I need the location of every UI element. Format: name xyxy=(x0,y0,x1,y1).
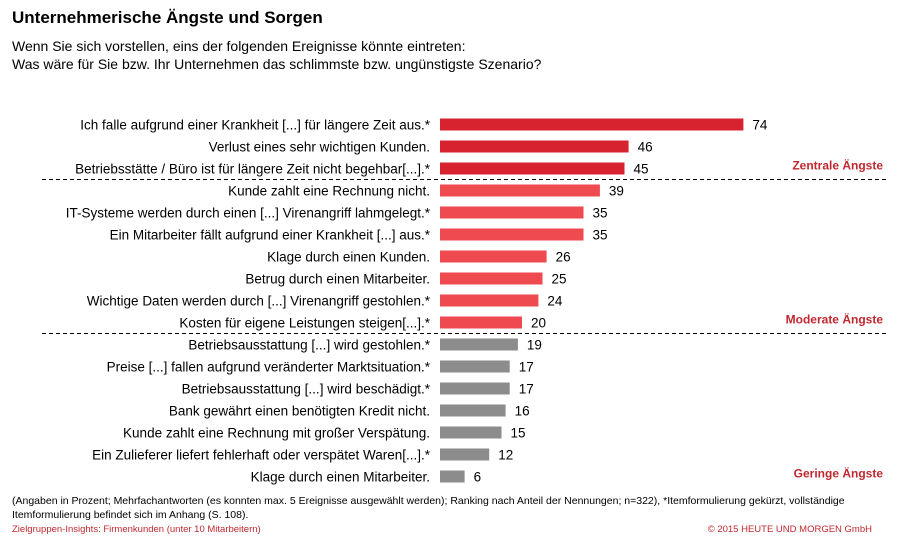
bar xyxy=(440,228,584,241)
value-label: 16 xyxy=(515,404,530,419)
category-label: Wichtige Daten werden durch [...] Virena… xyxy=(87,294,431,309)
value-label: 15 xyxy=(511,426,526,441)
bar xyxy=(440,184,600,197)
bar xyxy=(440,272,543,285)
category-label: Klage durch einen Mitarbeiter. xyxy=(251,470,430,485)
category-label: Ein Mitarbeiter fällt aufgrund einer Kra… xyxy=(110,228,431,243)
category-label: Betriebsausstattung [...] wird beschädig… xyxy=(182,382,431,397)
category-label: Klage durch einen Kunden. xyxy=(267,250,430,265)
value-label: 17 xyxy=(519,382,534,397)
value-label: 20 xyxy=(531,316,546,331)
page-title: Unternehmerische Ängste und Sorgen xyxy=(12,8,323,27)
bar xyxy=(440,404,506,417)
value-label: 17 xyxy=(519,360,534,375)
value-label: 6 xyxy=(474,470,482,485)
group-label: Moderate Ängste xyxy=(786,312,884,327)
category-label: Verlust eines sehr wichtigen Kunden. xyxy=(209,140,430,155)
value-label: 74 xyxy=(752,118,768,133)
value-label: 24 xyxy=(547,294,563,309)
question-line-1: Wenn Sie sich vorstellen, eins der folge… xyxy=(12,38,466,54)
bar xyxy=(440,426,502,439)
category-label: Betrug durch einen Mitarbeiter. xyxy=(245,272,430,287)
value-label: 46 xyxy=(638,140,653,155)
bar xyxy=(440,140,629,153)
category-label: Ein Zulieferer liefert fehlerhaft oder v… xyxy=(92,448,431,463)
bar xyxy=(440,294,539,307)
value-label: 35 xyxy=(593,228,608,243)
bar xyxy=(440,250,547,263)
value-label: 35 xyxy=(593,206,608,221)
category-label: IT-Systeme werden durch einen [...] Vire… xyxy=(66,206,431,221)
value-label: 45 xyxy=(634,162,649,177)
bar xyxy=(440,316,522,329)
group-label: Zentrale Ängste xyxy=(792,158,883,173)
bar xyxy=(440,470,465,483)
source-note: Zielgruppen-Insights: Firmenkunden (unte… xyxy=(12,524,261,535)
value-label: 12 xyxy=(498,448,513,463)
category-label: Kunde zahlt eine Rechnung mit großer Ver… xyxy=(123,426,430,441)
footnote: (Angaben in Prozent; Mehrfachantworten (… xyxy=(12,495,845,521)
value-label: 19 xyxy=(527,338,542,353)
category-label: Kunde zahlt eine Rechnung nicht. xyxy=(228,184,430,199)
copyright-note: © 2015 HEUTE UND MORGEN GmbH xyxy=(707,524,872,535)
bar xyxy=(440,162,625,175)
bar xyxy=(440,448,490,461)
bar xyxy=(440,118,744,131)
bar xyxy=(440,360,510,373)
category-label: Betriebsstätte / Büro ist für längere Ze… xyxy=(75,162,431,177)
category-label: Ich falle aufgrund einer Krankheit [...]… xyxy=(80,118,430,133)
value-label: 39 xyxy=(609,184,624,199)
bar xyxy=(440,382,510,395)
value-label: 25 xyxy=(552,272,567,287)
question-line-2: Was wäre für Sie bzw. Ihr Unternehmen da… xyxy=(12,56,542,72)
value-label: 26 xyxy=(556,250,571,265)
chart-question: Wenn Sie sich vorstellen, eins der folge… xyxy=(12,37,892,73)
category-label: Preise [...] fallen aufgrund veränderter… xyxy=(107,360,431,375)
bar xyxy=(440,206,584,219)
group-label: Geringe Ängste xyxy=(794,466,884,481)
category-label: Bank gewährt einen benötigten Kredit nic… xyxy=(169,404,430,419)
category-label: Betriebsausstattung [...] wird gestohlen… xyxy=(188,338,430,353)
category-label: Kosten für eigene Leistungen steigen[...… xyxy=(179,316,430,331)
bar xyxy=(440,338,518,351)
